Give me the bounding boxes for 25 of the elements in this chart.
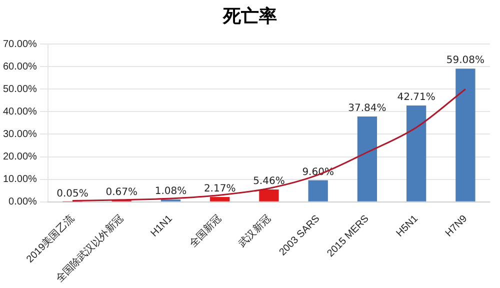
data-label: 37.84% (348, 103, 386, 114)
x-tick-label: 全国新冠 (187, 212, 224, 250)
data-label: 5.46% (253, 176, 285, 188)
y-tick-label: 40.00% (2, 106, 38, 118)
y-tick-label: 50.00% (2, 84, 38, 95)
bar (210, 196, 230, 202)
data-label: 1.08% (154, 186, 187, 198)
data-label: 42.71% (397, 92, 436, 104)
bar (406, 106, 426, 202)
y-tick-label: 20.00% (2, 152, 38, 163)
bar (357, 116, 378, 202)
data-label: 0.05% (56, 188, 88, 200)
data-label: 59.08% (446, 55, 485, 66)
y-tick-label: 0.00% (8, 196, 38, 208)
bar (456, 68, 476, 202)
data-label: 0.67% (106, 186, 138, 198)
y-tick-label: 10.00% (2, 174, 38, 186)
data-label: 2.17% (204, 184, 236, 195)
bar (308, 180, 328, 202)
chart-title: 死亡率 (222, 5, 278, 29)
x-tick-label: 武汉新冠 (236, 212, 274, 250)
y-tick-label: 30.00% (2, 128, 38, 140)
bar (259, 190, 279, 202)
y-tick-label: 70.00% (2, 38, 38, 50)
y-tick-label: 60.00% (2, 61, 38, 72)
